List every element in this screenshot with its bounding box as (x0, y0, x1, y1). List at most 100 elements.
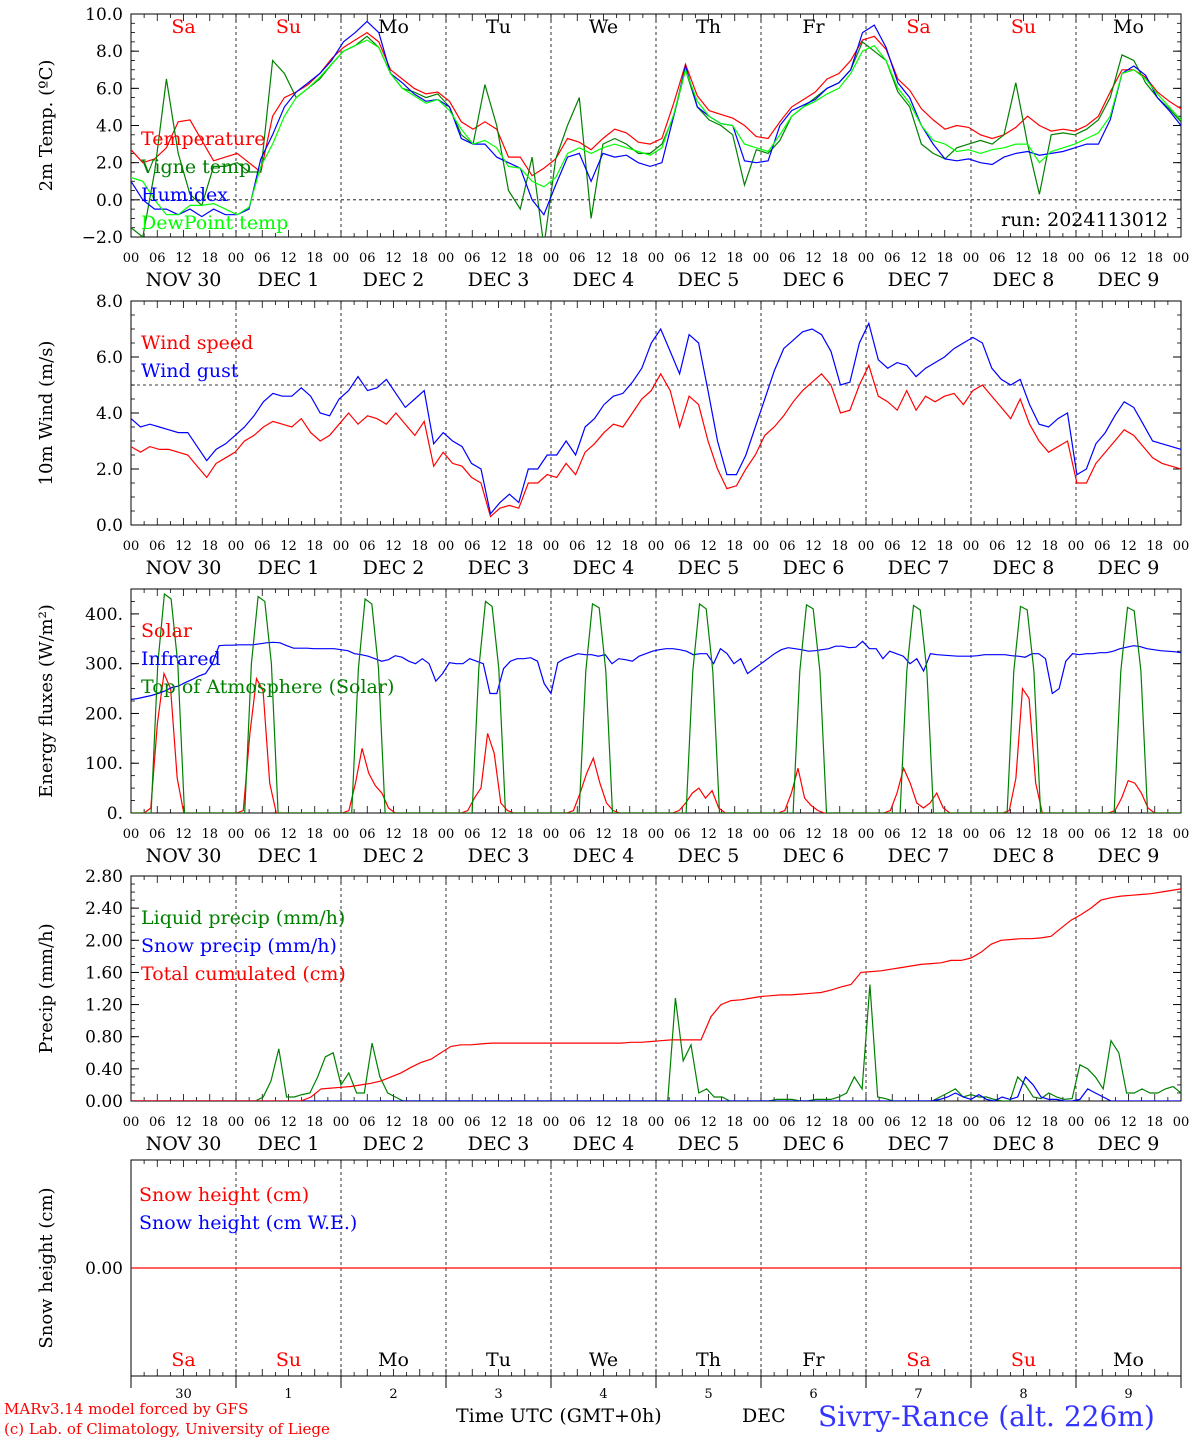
weekday-label: Th (696, 1349, 721, 1371)
date-label: DEC 6 (783, 1133, 845, 1155)
y-tick-label: 0.00 (85, 1092, 123, 1112)
hour-label: 18 (201, 539, 218, 554)
hour-label: 18 (516, 827, 533, 842)
hour-label: 12 (280, 1115, 297, 1130)
date-label: DEC 8 (993, 269, 1055, 291)
hour-label: 06 (779, 539, 796, 554)
hour-label: 12 (1015, 827, 1032, 842)
hour-label: 12 (910, 827, 927, 842)
date-label: DEC 4 (573, 845, 635, 867)
hour-label: 06 (1094, 827, 1111, 842)
date-label: DEC 5 (678, 557, 740, 579)
hour-label: 18 (1146, 827, 1163, 842)
date-label: DEC 2 (363, 269, 425, 291)
date-label: NOV 30 (146, 269, 222, 291)
y-tick-label: 0.0 (96, 516, 123, 536)
hour-label: 12 (175, 251, 192, 266)
hour-label: 12 (595, 251, 612, 266)
hour-label: 00 (753, 539, 770, 554)
hour-label: 00 (228, 251, 245, 266)
legend-entry: Top of Atmosphere (Solar) (141, 676, 394, 698)
month-label: DEC (742, 1405, 786, 1427)
hour-label: 18 (726, 539, 743, 554)
hour-label: 06 (569, 827, 586, 842)
hour-label: 06 (674, 1115, 691, 1130)
series-line-dewpoint-temp (131, 39, 1181, 216)
hour-label: 18 (936, 539, 953, 554)
hour-label: 12 (385, 251, 402, 266)
hour-label: 06 (884, 1115, 901, 1130)
date-label: DEC 1 (258, 269, 320, 291)
date-label: DEC 3 (468, 845, 530, 867)
hour-label: 18 (831, 1115, 848, 1130)
hour-label: 18 (411, 827, 428, 842)
series-line-solar (131, 671, 1181, 813)
hour-label: 00 (1068, 1115, 1085, 1130)
day-number-label: 6 (809, 1387, 817, 1402)
hour-label: 06 (254, 251, 271, 266)
hour-label: 18 (1041, 251, 1058, 266)
date-label: NOV 30 (146, 557, 222, 579)
hour-label: 06 (989, 539, 1006, 554)
hour-label: 06 (674, 827, 691, 842)
date-label: DEC 2 (363, 845, 425, 867)
hour-label: 18 (1146, 539, 1163, 554)
hour-label: 06 (884, 539, 901, 554)
hour-label: 12 (1120, 539, 1137, 554)
hour-label: 12 (595, 1115, 612, 1130)
hour-label: 18 (411, 539, 428, 554)
y-tick-label: 400. (85, 605, 123, 625)
weekday-label: Mo (1113, 1349, 1144, 1371)
hour-label: 00 (1173, 1115, 1190, 1130)
weekday-label: Tu (486, 1349, 511, 1371)
hour-label: 12 (490, 1115, 507, 1130)
legend-entry: Snow precip (mm/h) (141, 935, 337, 957)
hour-label: 06 (464, 1115, 481, 1130)
hour-label: 00 (753, 1115, 770, 1130)
model-credit-line2: (c) Lab. of Climatology, University of L… (4, 1420, 330, 1438)
hour-label: 12 (595, 539, 612, 554)
hour-label: 00 (858, 539, 875, 554)
panel-1: −2.0 0.0 2.0 4.0 6.0 8.0 10.0 2m Temp. (ºC) Temp… (36, 5, 1189, 291)
y-axis-label: Precip (mm/h) (36, 923, 57, 1053)
hour-label: 00 (753, 251, 770, 266)
hour-label: 00 (438, 251, 455, 266)
hour-label: 18 (936, 1115, 953, 1130)
hour-label: 00 (228, 539, 245, 554)
hour-label: 18 (306, 1115, 323, 1130)
hour-label: 06 (149, 1115, 166, 1130)
panel-5: 0.00 Snow height (cm) Snow height (cm) Snow… (36, 1159, 1182, 1402)
date-label: DEC 9 (1098, 557, 1160, 579)
hour-label: 00 (438, 1115, 455, 1130)
weekday-label: Mo (378, 16, 409, 38)
hour-label: 18 (1041, 1115, 1058, 1130)
date-label: DEC 9 (1098, 269, 1160, 291)
hour-label: 00 (1068, 539, 1085, 554)
hour-label: 06 (569, 251, 586, 266)
hour-label: 00 (228, 827, 245, 842)
hour-label: 12 (280, 827, 297, 842)
weekday-label: Th (696, 16, 721, 38)
hour-label: 00 (1068, 827, 1085, 842)
hour-label: 12 (910, 251, 927, 266)
hour-label: 12 (280, 539, 297, 554)
hour-label: 00 (1173, 251, 1190, 266)
day-number-label: 4 (599, 1387, 607, 1402)
legend-entry: Snow height (cm) (139, 1184, 309, 1206)
hour-label: 12 (1015, 251, 1032, 266)
legend-entry: Vigne temp (140, 156, 251, 178)
hour-label: 18 (411, 1115, 428, 1130)
y-tick-label: 1.60 (85, 963, 123, 983)
y-tick-label: 0.40 (85, 1060, 123, 1080)
hour-label: 06 (989, 251, 1006, 266)
weekday-label: Sa (906, 16, 930, 38)
date-label: DEC 2 (363, 1133, 425, 1155)
weekday-label: We (589, 1349, 618, 1371)
y-tick-label: 0.00 (85, 1259, 123, 1279)
hour-label: 18 (306, 251, 323, 266)
hour-label: 12 (805, 1115, 822, 1130)
date-label: DEC 7 (888, 557, 950, 579)
hour-label: 00 (1068, 251, 1085, 266)
run-annotation: run: 2024113012 (1001, 209, 1168, 231)
hour-label: 12 (1015, 539, 1032, 554)
